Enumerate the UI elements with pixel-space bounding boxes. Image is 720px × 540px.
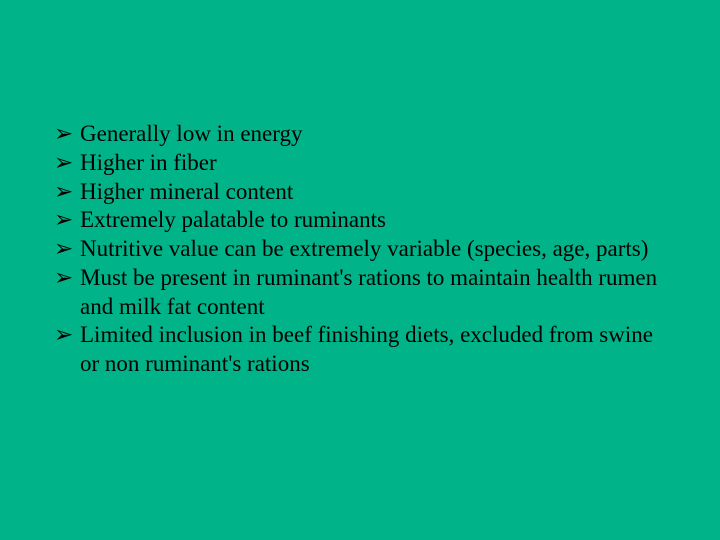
bullet-text: Nutritive value can be extremely variabl… [80, 236, 648, 261]
bullet-arrow-icon: ➢ [54, 149, 73, 178]
bullet-arrow-icon: ➢ [54, 264, 73, 293]
bullet-arrow-icon: ➢ [54, 321, 73, 350]
bullet-text: Must be present in ruminant's rations to… [80, 265, 657, 319]
bullet-text: Higher mineral content [80, 179, 293, 204]
list-item: ➢ Higher in fiber [50, 149, 670, 178]
bullet-text: Extremely palatable to ruminants [80, 207, 386, 232]
bullet-arrow-icon: ➢ [54, 235, 73, 264]
bullet-text: Generally low in energy [80, 121, 302, 146]
slide-container: ➢ Generally low in energy ➢ Higher in fi… [0, 0, 720, 540]
list-item: ➢ Extremely palatable to ruminants [50, 206, 670, 235]
bullet-arrow-icon: ➢ [54, 120, 73, 149]
list-item: ➢ Generally low in energy [50, 120, 670, 149]
bullet-arrow-icon: ➢ [54, 206, 73, 235]
bullet-text: Limited inclusion in beef finishing diet… [80, 322, 653, 376]
bullet-arrow-icon: ➢ [54, 178, 73, 207]
list-item: ➢ Higher mineral content [50, 178, 670, 207]
list-item: ➢ Limited inclusion in beef finishing di… [50, 321, 670, 379]
bullet-text: Higher in fiber [80, 150, 217, 175]
list-item: ➢ Nutritive value can be extremely varia… [50, 235, 670, 264]
bullet-list: ➢ Generally low in energy ➢ Higher in fi… [50, 120, 670, 379]
list-item: ➢ Must be present in ruminant's rations … [50, 264, 670, 322]
